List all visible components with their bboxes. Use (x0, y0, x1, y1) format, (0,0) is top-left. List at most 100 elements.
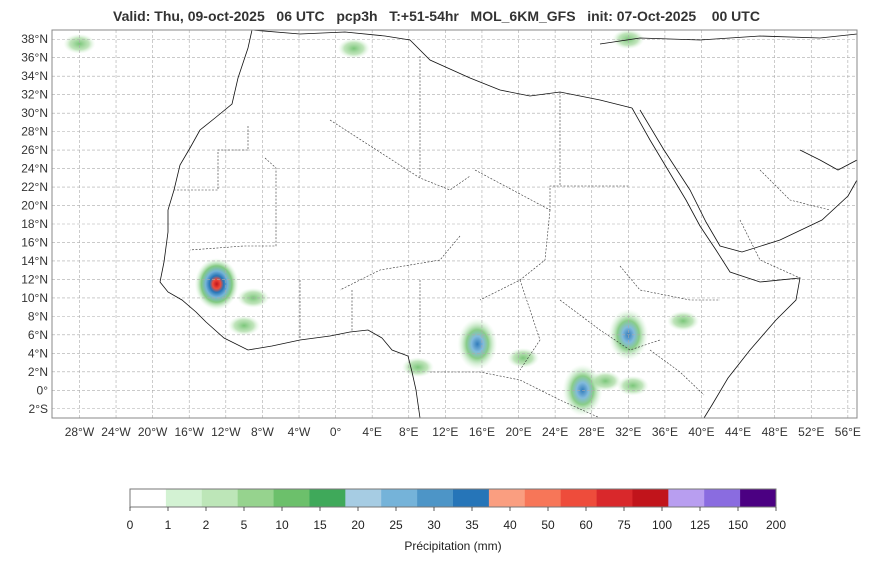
colorbar-segment (201, 489, 238, 507)
latitude-tick-label: 4°N (28, 346, 48, 360)
colorbar-segment (560, 489, 597, 507)
colorbar-segment (524, 489, 561, 507)
latitude-tick-label: 2°N (28, 365, 48, 379)
coastlines (159, 30, 857, 418)
colorbar-segment (417, 489, 454, 507)
latitude-tick-label: 28°N (21, 125, 48, 139)
colorbar-segment (381, 489, 418, 507)
longitude-tick-label: 40°E (688, 425, 714, 439)
latitude-tick-labels: 38°N 36°N 34°N 32°N 30°N 28°N 26°N 24°N 22°N 20°N… (21, 32, 48, 416)
colorbar-segment (668, 489, 705, 507)
colorbar-tick-label: 125 (690, 518, 710, 532)
latitude-tick-label: 30°N (21, 106, 48, 120)
longitude-tick-label: 24°W (101, 425, 131, 439)
colorbar-segment (237, 489, 274, 507)
longitude-tick-label: 0° (330, 425, 342, 439)
map-gridlines (52, 30, 857, 418)
precipitation-area (457, 318, 498, 371)
arabia-coastline (639, 109, 857, 253)
colorbar-tick-label: 100 (652, 518, 672, 532)
colorbar-tick-label: 75 (617, 518, 631, 532)
latitude-tick-label: 26°N (21, 143, 48, 157)
precipitation-area (589, 371, 622, 392)
latitude-tick-label: 2°S (29, 402, 48, 416)
precipitation-area (194, 258, 239, 311)
mediterranean-coastline (251, 30, 633, 109)
latitude-tick-label: 18°N (21, 217, 48, 231)
latitude-tick-label: 0° (37, 383, 49, 397)
colorbar-segment (130, 489, 167, 507)
latitude-tick-label: 10°N (21, 291, 48, 305)
longitude-tick-label: 28°E (579, 425, 605, 439)
longitude-tick-label: 4°E (362, 425, 381, 439)
colorbar-segment (740, 489, 777, 507)
red-sea-and-horn-coastline (631, 107, 801, 418)
map-title: Valid: Thu, 09-oct-2025 06 UTC pcp3h T:+… (113, 8, 760, 24)
colorbar-tick-label: 5 (241, 518, 248, 532)
longitude-tick-label: 28°W (65, 425, 95, 439)
colorbar-tick-label: 10 (275, 518, 289, 532)
colorbar-label: Précipitation (mm) (404, 539, 501, 553)
longitude-tick-label: 12°W (211, 425, 241, 439)
precipitation-area (401, 357, 434, 378)
longitude-tick-label: 16°E (469, 425, 495, 439)
longitude-tick-label: 32°E (615, 425, 641, 439)
colorbar-segment (273, 489, 310, 507)
latitude-tick-label: 22°N (21, 180, 48, 194)
colorbar-tick-label: 20 (351, 518, 365, 532)
colorbar-segment (632, 489, 669, 507)
turkey-coastline (599, 33, 857, 45)
colorbar-segment (165, 489, 203, 507)
persian-gulf-coastline (799, 149, 857, 171)
longitude-tick-label: 20°W (138, 425, 168, 439)
colorbar-tick-label: 50 (541, 518, 555, 532)
latitude-tick-label: 14°N (21, 254, 48, 268)
longitude-tick-label: 12°E (432, 425, 458, 439)
colorbar-tick-label: 2 (203, 518, 210, 532)
colorbar-tick-label: 1 (165, 518, 172, 532)
longitude-tick-label: 8°W (251, 425, 274, 439)
colorbar-segment (596, 489, 633, 507)
latitude-tick-label: 20°N (21, 199, 48, 213)
colorbar-segment (488, 489, 526, 507)
longitude-tick-label: 24°E (542, 425, 568, 439)
map-frame (51, 29, 858, 419)
colorbar-tick-label: 40 (503, 518, 517, 532)
colorbar-tick-label: 150 (728, 518, 748, 532)
latitude-tick-label: 6°N (28, 328, 48, 342)
latitude-tick-label: 38°N (21, 32, 48, 46)
colorbar-tick-label: 35 (465, 518, 479, 532)
colorbar-segment (704, 489, 741, 507)
longitude-tick-label: 52°E (798, 425, 824, 439)
country-borders (172, 56, 831, 418)
longitude-tick-labels: 28°W 24°W 20°W 16°W 12°W 8°W 4°W 0° 4°E 8°E 12°E 16… (65, 425, 861, 439)
precipitation-area (667, 311, 700, 331)
colorbar-segment (453, 489, 490, 507)
precipitation-area (337, 38, 370, 59)
colorbar-tick-label: 30 (427, 518, 441, 532)
colorbar-tick-label: 25 (389, 518, 403, 532)
colorbar-frame (129, 488, 777, 508)
colorbar: 0 1 2 5 10 15 20 25 30 35 40 50 60 75 100 125 150 200 (127, 488, 786, 532)
longitude-tick-label: 4°W (288, 425, 311, 439)
colorbar-tick-label: 15 (313, 518, 327, 532)
longitude-tick-label: 20°E (505, 425, 531, 439)
longitude-tick-label: 8°E (399, 425, 418, 439)
colorbar-segment (309, 489, 346, 507)
latitude-tick-label: 16°N (21, 235, 48, 249)
latitude-tick-label: 34°N (21, 69, 48, 83)
latitude-tick-label: 24°N (21, 162, 48, 176)
colorbar-segment (345, 489, 382, 507)
latitude-tick-label: 8°N (28, 309, 48, 323)
longitude-tick-label: 16°W (174, 425, 204, 439)
longitude-tick-label: 44°E (725, 425, 751, 439)
longitude-tick-label: 48°E (762, 425, 788, 439)
colorbar-tick-label: 200 (766, 518, 786, 532)
africa-coastline (159, 30, 421, 418)
latitude-tick-label: 12°N (21, 272, 48, 286)
precipitation-area (616, 375, 649, 396)
colorbar-tick-label: 60 (579, 518, 593, 532)
latitude-tick-label: 36°N (21, 51, 48, 65)
precipitation-area (63, 33, 96, 54)
latitude-tick-label: 32°N (21, 88, 48, 102)
